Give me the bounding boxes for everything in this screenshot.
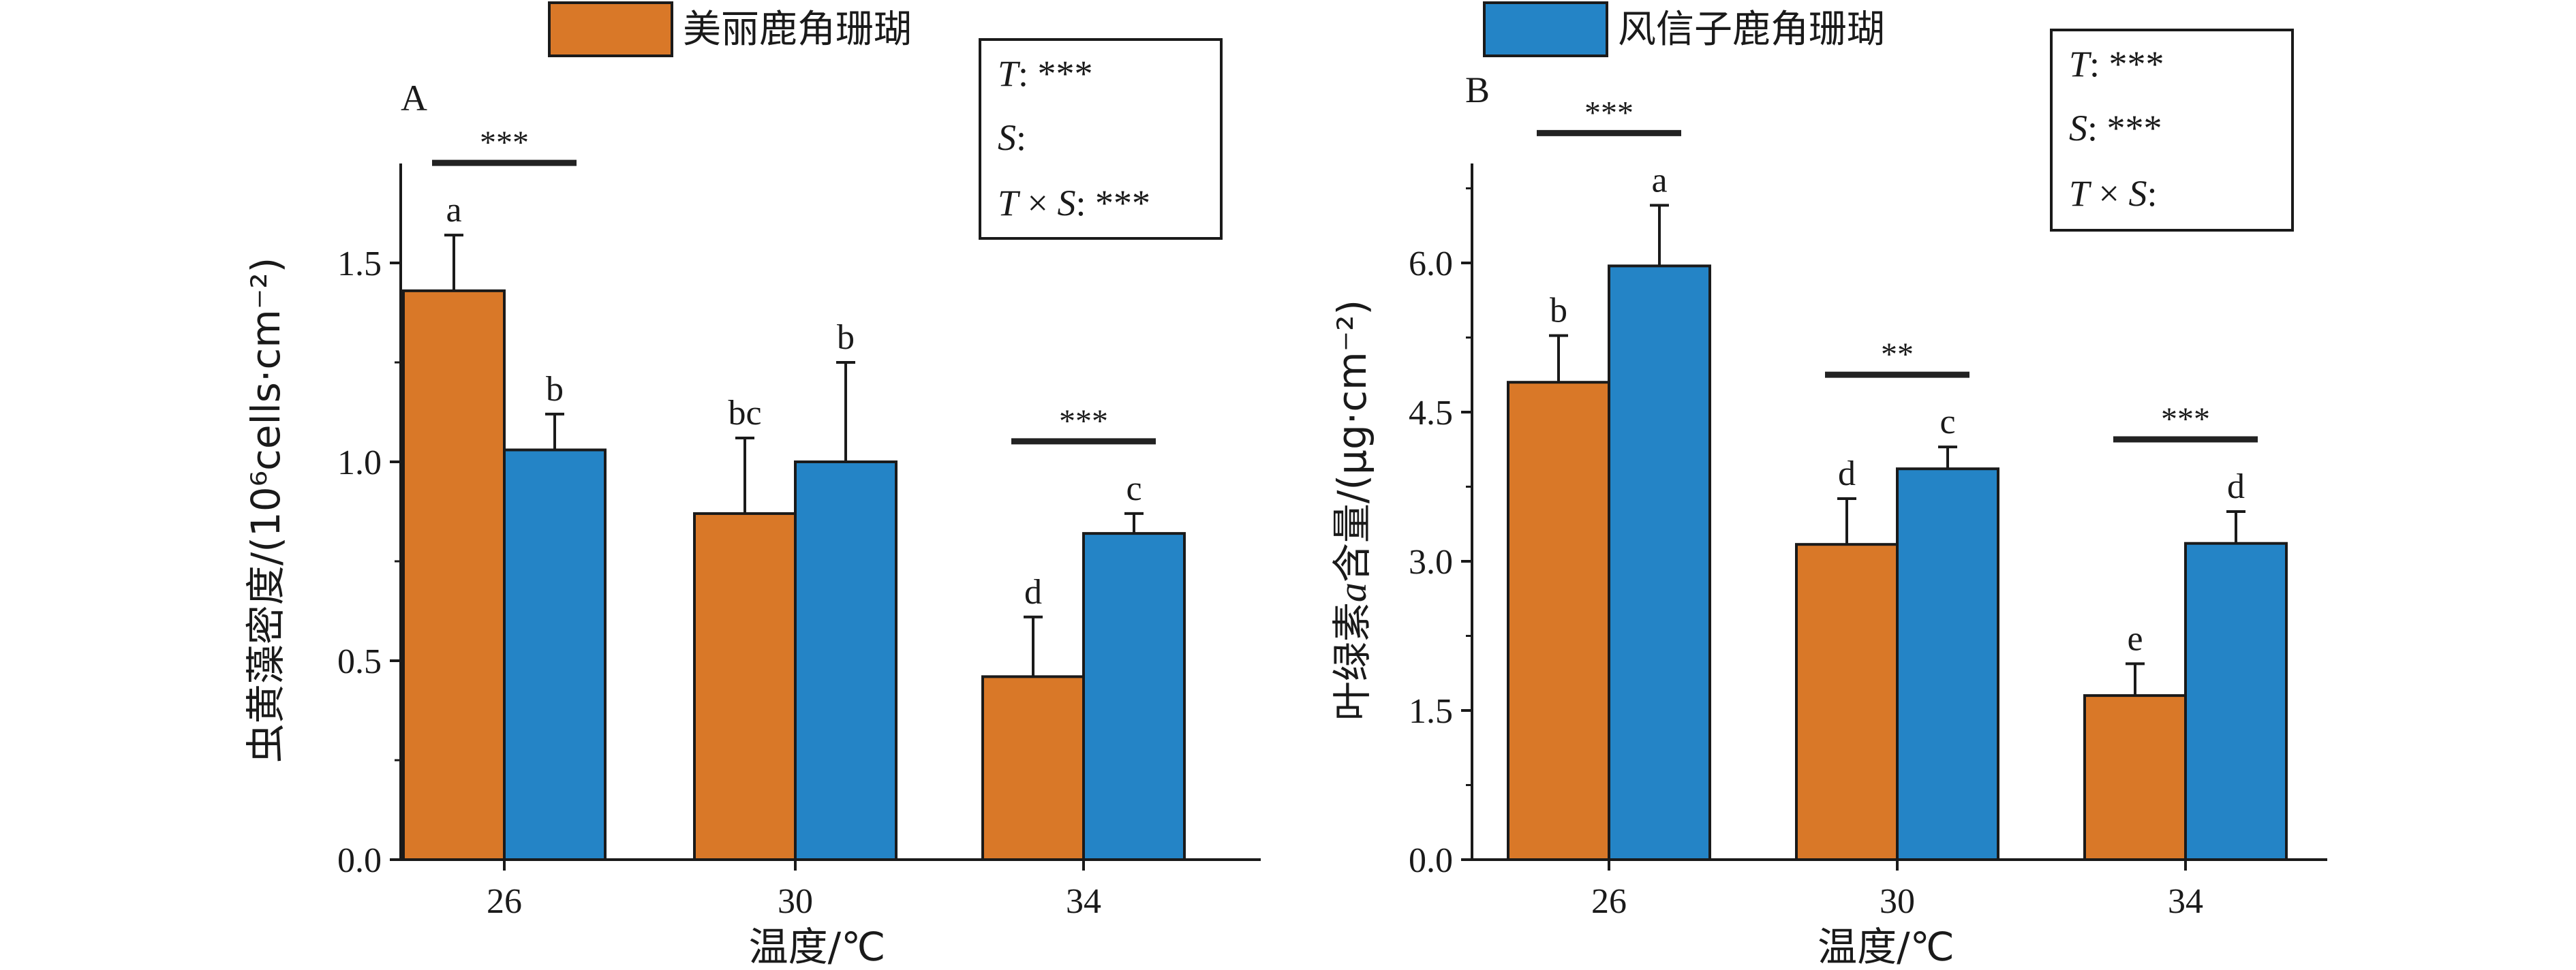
y-tick-label: 0.0 <box>337 841 382 880</box>
x-tick-label: 34 <box>1066 882 1101 921</box>
panel-b: 0.0 1.5 3.0 4.5 6.0 26 30 34 温度/℃ 叶绿素a含量/(μg·cm⁻²… <box>1329 29 2327 970</box>
y-tick-label: 4.5 <box>1409 394 1453 433</box>
x-tick-label: 34 <box>2168 882 2203 921</box>
stats-line: S: <box>998 117 1026 158</box>
y-tick-label: 3.0 <box>1409 543 1453 582</box>
bar <box>1507 381 1610 861</box>
panel-label: A <box>401 78 427 119</box>
stats-box <box>2050 29 2294 232</box>
significance-letter: b <box>546 370 564 409</box>
significance-stars: *** <box>1584 95 1634 131</box>
significance-letter: a <box>1651 161 1667 200</box>
legend-label-series-1: 美丽鹿角珊瑚 <box>683 7 912 52</box>
y-tick-label: 1.0 <box>337 443 382 482</box>
significance-letter: bc <box>728 394 761 433</box>
y-tick-label: 0.0 <box>1409 841 1453 880</box>
bar <box>2083 694 2187 861</box>
significance-letter: d <box>1838 454 1856 493</box>
significance-letter: c <box>1126 469 1141 508</box>
panel-a: 0.0 0.5 1.0 1.5 26 30 34 温度/℃ 虫黄藻密度/(10⁶cells·cm… <box>243 38 1261 970</box>
legend-swatch-series-1 <box>548 1 673 57</box>
significance-letter: c <box>1939 403 1955 441</box>
significance-letter: b <box>837 318 855 357</box>
significance-stars: *** <box>1059 403 1108 439</box>
stats-line: T: *** <box>998 53 1093 94</box>
x-axis-title: 温度/℃ <box>749 924 886 970</box>
bar <box>503 448 607 861</box>
x-tick-label: 26 <box>487 882 522 921</box>
significance-stars: *** <box>2161 401 2210 437</box>
y-tick-label: 6.0 <box>1409 245 1453 283</box>
x-axis-title: 温度/℃ <box>1818 924 1954 970</box>
y-axis-title: 叶绿素a含量/(μg·cm⁻²) <box>1329 300 1375 721</box>
bar <box>2184 542 2288 861</box>
significance-stars: ** <box>1881 337 1914 373</box>
y-tick-label: 1.5 <box>1409 692 1453 731</box>
x-tick-label: 30 <box>1880 882 1915 921</box>
stats-line: S: *** <box>2069 108 2162 148</box>
bar <box>1608 264 1711 861</box>
x-tick-label: 30 <box>778 882 813 921</box>
stats-line: T: *** <box>2069 44 2164 84</box>
significance-stars: *** <box>480 125 529 161</box>
x-tick-label: 26 <box>1591 882 1627 921</box>
y-tick-label: 1.5 <box>337 245 382 283</box>
y-tick-label: 0.5 <box>337 642 382 681</box>
bar <box>794 460 898 861</box>
significance-letter: e <box>2127 619 2143 658</box>
significance-letter: a <box>446 191 461 230</box>
legend: 美丽鹿角珊瑚 风信子鹿角珊瑚 <box>548 1 1885 57</box>
y-axis-title: 虫黄藻密度/(10⁶cells·cm⁻²) <box>243 257 289 764</box>
legend-swatch-series-2 <box>1483 1 1608 57</box>
significance-letter: b <box>1550 292 1567 330</box>
bar <box>1082 532 1186 861</box>
bar <box>1795 543 1899 861</box>
bar <box>693 512 797 861</box>
significance-letter: d <box>2227 467 2245 506</box>
bar <box>1896 467 1999 861</box>
stats-box <box>979 38 1223 240</box>
bar <box>402 289 506 861</box>
legend-label-series-2: 风信子鹿角珊瑚 <box>1618 7 1885 52</box>
stats-line: T × S: <box>2069 173 2158 214</box>
significance-letter: d <box>1024 573 1042 612</box>
bar <box>981 675 1085 861</box>
stats-line: T × S: *** <box>998 183 1150 223</box>
panel-label: B <box>1465 69 1490 110</box>
